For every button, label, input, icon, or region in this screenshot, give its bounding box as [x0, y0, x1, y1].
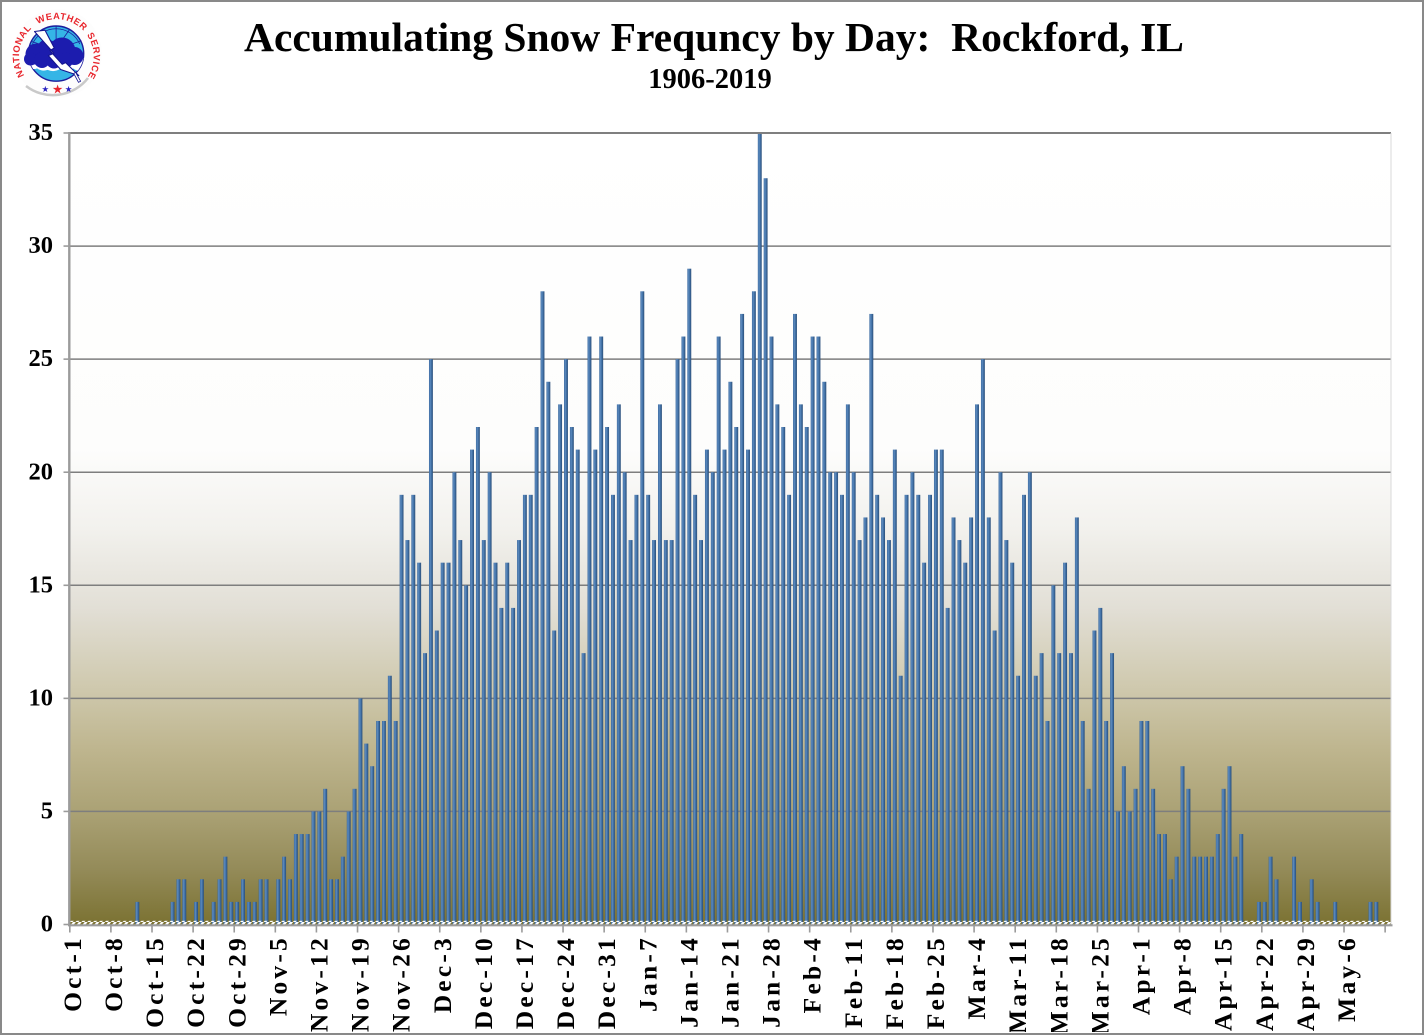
svg-text:Mar-4: Mar-4: [962, 935, 991, 1019]
svg-text:Nov-26: Nov-26: [387, 935, 416, 1032]
svg-text:Jan-7: Jan-7: [633, 935, 662, 1012]
svg-text:Apr-15: Apr-15: [1209, 935, 1238, 1031]
svg-text:Nov-5: Nov-5: [263, 935, 292, 1016]
svg-text:Jan-14: Jan-14: [674, 935, 703, 1028]
svg-text:Accumulating Snow Frequncy by: Accumulating Snow Frequncy by Day: Rockf…: [244, 14, 1184, 60]
svg-text:Feb-4: Feb-4: [798, 935, 827, 1013]
svg-text:Oct-8: Oct-8: [99, 935, 128, 1012]
svg-text:5: 5: [41, 798, 53, 825]
svg-text:Dec-3: Dec-3: [428, 935, 457, 1013]
svg-text:Oct-29: Oct-29: [222, 935, 251, 1028]
svg-text:Oct-15: Oct-15: [140, 935, 169, 1028]
svg-text:May-6: May-6: [1332, 935, 1361, 1022]
svg-text:Dec-24: Dec-24: [551, 935, 580, 1029]
svg-text:Nov-12: Nov-12: [304, 935, 333, 1032]
svg-text:Feb-11: Feb-11: [839, 935, 868, 1028]
svg-text:Oct-22: Oct-22: [181, 935, 210, 1028]
svg-text:Apr-29: Apr-29: [1291, 935, 1320, 1031]
svg-text:1906-2019: 1906-2019: [648, 64, 772, 95]
svg-text:Dec-10: Dec-10: [469, 935, 498, 1029]
svg-text:Oct-1: Oct-1: [58, 935, 87, 1012]
svg-text:30: 30: [29, 232, 54, 259]
svg-text:Dec-31: Dec-31: [592, 935, 621, 1029]
svg-text:15: 15: [29, 571, 54, 598]
svg-text:Jan-21: Jan-21: [715, 935, 744, 1028]
svg-text:Mar-18: Mar-18: [1044, 935, 1073, 1032]
svg-text:Nov-19: Nov-19: [346, 935, 375, 1032]
svg-text:Dec-17: Dec-17: [510, 935, 539, 1029]
svg-text:★: ★: [42, 84, 50, 94]
svg-text:Jan-28: Jan-28: [757, 935, 786, 1028]
svg-text:Mar-11: Mar-11: [1003, 935, 1032, 1032]
svg-text:10: 10: [29, 685, 54, 712]
svg-text:★: ★: [52, 83, 63, 97]
svg-text:Apr-22: Apr-22: [1250, 935, 1279, 1031]
svg-text:Apr-8: Apr-8: [1168, 935, 1197, 1015]
svg-text:Feb-25: Feb-25: [921, 935, 950, 1029]
svg-text:Apr-1: Apr-1: [1126, 935, 1155, 1015]
svg-text:★: ★: [65, 84, 73, 94]
svg-text:20: 20: [29, 458, 54, 485]
svg-text:35: 35: [29, 119, 54, 146]
svg-text:25: 25: [29, 345, 54, 372]
svg-text:0: 0: [41, 911, 53, 938]
svg-text:Feb-18: Feb-18: [880, 935, 909, 1029]
svg-text:Mar-25: Mar-25: [1085, 935, 1114, 1032]
